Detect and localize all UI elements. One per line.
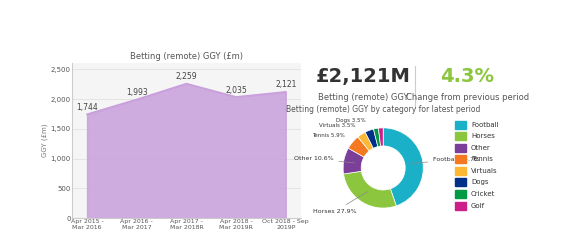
Text: Football: Football <box>471 122 499 128</box>
Text: £2,121M: £2,121M <box>316 67 411 86</box>
Wedge shape <box>383 128 424 206</box>
Bar <box>455 144 466 152</box>
Wedge shape <box>343 171 396 208</box>
Text: Virtuals 3.5%: Virtuals 3.5% <box>320 123 356 128</box>
Text: Cricket: Cricket <box>471 191 495 197</box>
Text: Golf: Golf <box>471 203 485 208</box>
Wedge shape <box>343 148 364 174</box>
Text: Other: Other <box>471 145 490 151</box>
Text: 2,035: 2,035 <box>225 86 247 95</box>
Text: Dogs 3.5%: Dogs 3.5% <box>336 119 366 123</box>
Title: Betting (remote) GGY by category for latest period: Betting (remote) GGY by category for lat… <box>286 105 481 114</box>
Bar <box>455 121 466 129</box>
Text: GAMBLING
COMMISSION: GAMBLING COMMISSION <box>439 35 511 58</box>
Text: Other 10.6%: Other 10.6% <box>294 156 355 163</box>
Bar <box>455 132 466 140</box>
Text: 2,259: 2,259 <box>175 72 197 81</box>
Text: Dogs: Dogs <box>471 180 489 185</box>
Y-axis label: GGY (£m): GGY (£m) <box>41 124 48 158</box>
Text: 1,993: 1,993 <box>126 88 148 97</box>
Bar <box>455 190 466 198</box>
Text: Change from previous period: Change from previous period <box>406 93 529 102</box>
Title: Betting (remote) GGY (£m): Betting (remote) GGY (£m) <box>130 52 243 61</box>
Text: Horses: Horses <box>471 133 495 139</box>
Text: 4.3%: 4.3% <box>440 67 494 86</box>
Text: 2,121: 2,121 <box>275 80 297 89</box>
Bar <box>455 167 466 175</box>
Bar <box>455 202 466 209</box>
Text: Tennis: Tennis <box>471 157 493 162</box>
Text: Football 44.7%: Football 44.7% <box>411 157 480 163</box>
Text: Horses 27.9%: Horses 27.9% <box>313 192 368 214</box>
Wedge shape <box>373 128 381 147</box>
Text: Betting (remote): Betting (remote) <box>81 39 226 54</box>
Wedge shape <box>365 129 378 148</box>
Wedge shape <box>349 137 369 157</box>
Text: Virtuals: Virtuals <box>471 168 497 174</box>
Bar <box>455 178 466 186</box>
Wedge shape <box>379 128 383 146</box>
Wedge shape <box>358 132 373 151</box>
Text: Tennis 5.9%: Tennis 5.9% <box>312 133 345 138</box>
Text: Betting (remote) GGY: Betting (remote) GGY <box>319 93 409 102</box>
Bar <box>455 155 466 163</box>
Text: 1,744: 1,744 <box>76 103 98 112</box>
